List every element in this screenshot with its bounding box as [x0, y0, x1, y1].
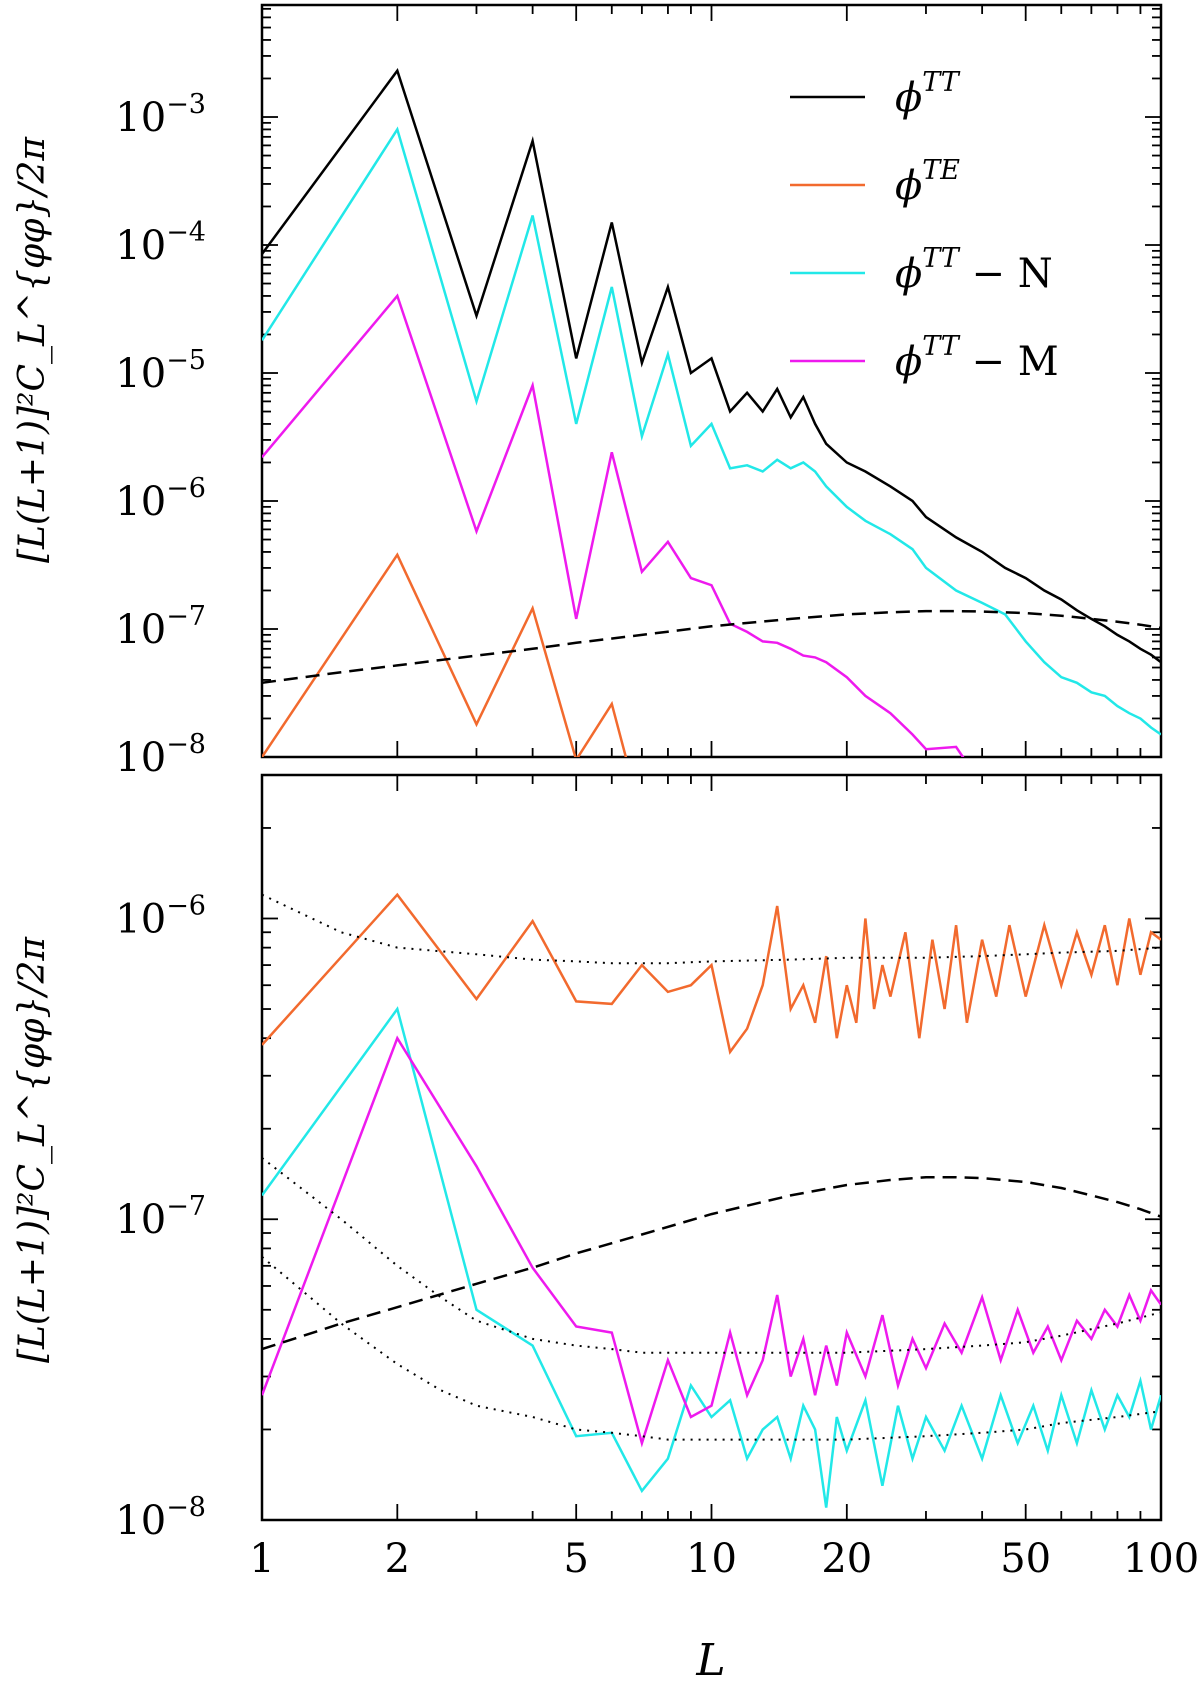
top-y-axis-title: [L(L+1)]²C_L^{φφ}/2π [12, 136, 53, 563]
top-series-phiTE [262, 552, 628, 757]
x-tick-label: 5 [563, 1536, 588, 1582]
legend-label: ϕTT [895, 67, 961, 121]
bottom-series-phiTT-N [262, 1006, 1161, 1508]
y-tick-label: 10−7 [115, 601, 206, 653]
x-tick-label: 2 [385, 1536, 410, 1582]
x-axis-title: L [695, 1635, 725, 1685]
y-tick-label: 10−5 [115, 345, 206, 397]
legend-label: ϕTT − N [895, 243, 1053, 297]
x-tick-label: 100 [1123, 1536, 1199, 1582]
y-tick-label: 10−6 [115, 890, 206, 942]
bottom-series-noise-M [262, 1157, 1161, 1354]
bottom-series [262, 892, 1161, 1508]
bottom-series-theory [262, 1175, 1161, 1351]
top-series-theory [262, 609, 1161, 685]
x-tick-label: 10 [686, 1536, 737, 1582]
y-tick-label: 10−3 [115, 89, 206, 141]
y-tick-label: 10−4 [115, 217, 206, 269]
bottom-series-noise-TE [262, 893, 1161, 965]
y-tick-label: 10−7 [115, 1191, 206, 1243]
x-tick-label: 20 [821, 1536, 872, 1582]
bottom-panel-frame [260, 773, 1163, 1522]
bottom-axis-ticks [261, 774, 1162, 1521]
bottom-series-phiTT-M [262, 1035, 1161, 1448]
top-series [262, 67, 1161, 757]
legend-label: ϕTE [895, 155, 960, 209]
y-tick-label: 10−8 [115, 729, 206, 781]
bottom-series-phiTE [262, 892, 1161, 1055]
top-series-phiTT [262, 67, 1161, 664]
top-series-phiTT-M [262, 293, 965, 757]
y-tick-label: 10−8 [115, 1492, 206, 1544]
top-y-tick-labels: 10−8 10−7 10−6 10−5 10−4 10−3 [115, 89, 206, 781]
x-tick-label: 50 [1000, 1536, 1051, 1582]
y-tick-label: 10−6 [115, 473, 206, 525]
x-tick-labels: 1 2 5 10 20 50 100 [249, 1536, 1199, 1582]
bottom-series-noise-N [262, 1256, 1161, 1441]
bottom-y-axis-title: [L(L+1)]²C_L^{φφ}/2π [12, 936, 53, 1363]
legend-label: ϕTT − M [895, 331, 1059, 385]
top-axis-ticks [261, 5, 1162, 758]
x-tick-label: 1 [249, 1536, 274, 1582]
bottom-y-tick-labels: 10−8 10−7 10−6 [115, 890, 206, 1544]
legend: ϕTT ϕTE ϕTT − N ϕTT − M [790, 67, 1059, 385]
top-series-phiTT-N [262, 126, 1161, 736]
